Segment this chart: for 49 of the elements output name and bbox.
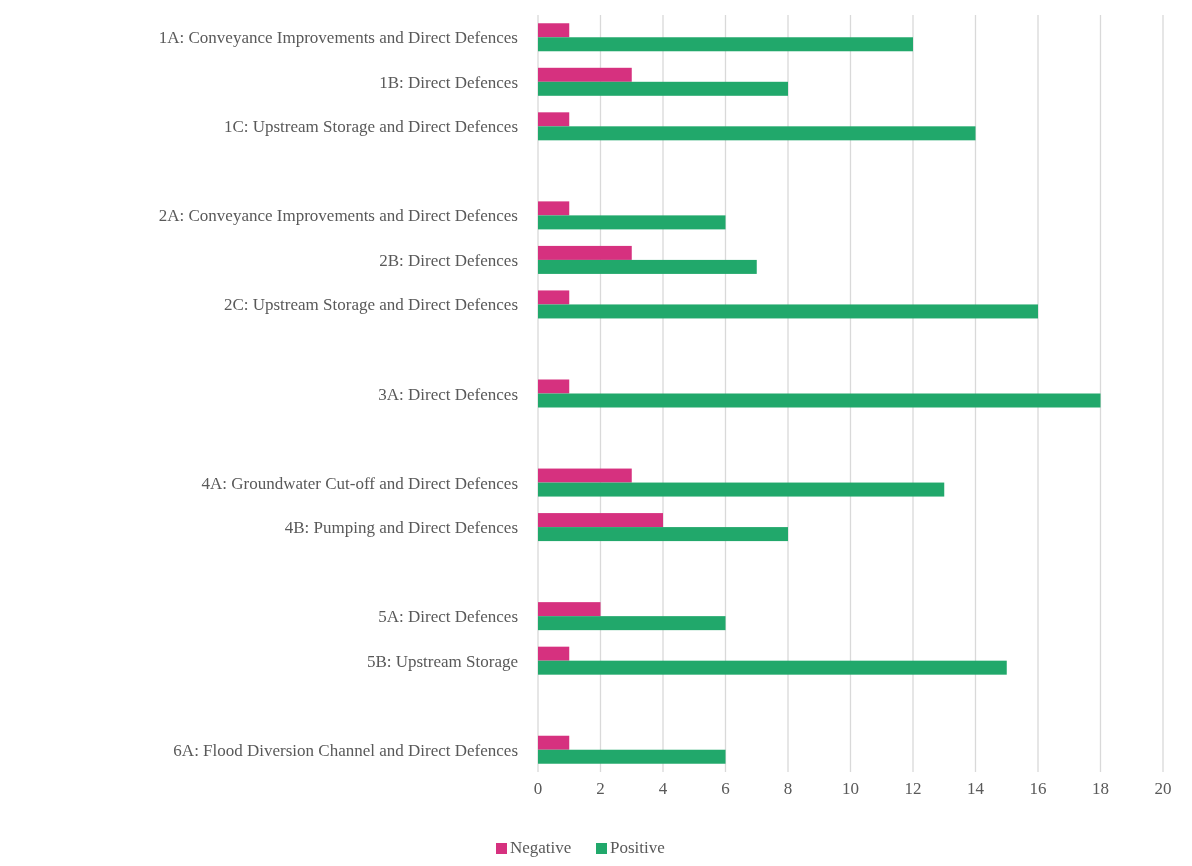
bar: [538, 749, 726, 764]
bar: [538, 735, 570, 750]
bar: [538, 81, 788, 96]
legend-label: Negative: [510, 838, 572, 857]
x-tick-label: 4: [658, 779, 668, 798]
x-tick-label: 6: [721, 779, 730, 798]
y-tick-label: 1C: Upstream Storage and Direct Defences: [223, 117, 518, 137]
bar: [538, 468, 632, 483]
x-tick-label: 12: [904, 779, 922, 798]
bar: [538, 379, 570, 394]
x-tick-label: 16: [1029, 779, 1047, 798]
bar: [538, 201, 570, 216]
bar: [538, 616, 726, 631]
bar: [538, 602, 601, 617]
bar: [538, 215, 726, 230]
bar: [538, 646, 570, 661]
bar: [538, 290, 570, 305]
y-tick-label: 5B: Upstream Storage: [366, 651, 518, 671]
bar: [538, 304, 1038, 319]
x-tick-label: 0: [533, 779, 543, 798]
y-tick-label: 3A: Direct Defences: [378, 384, 518, 404]
legend-label: Positive: [610, 838, 665, 857]
y-tick-label: 1A: Conveyance Improvements and Direct Defences: [158, 28, 518, 48]
y-tick-label: 6A: Flood Diversion Channel and Direct Defences: [173, 740, 518, 760]
bar: [538, 37, 913, 52]
y-tick-label: 5A: Direct Defences: [378, 607, 518, 627]
x-tick-label: 8: [783, 779, 793, 798]
bar: [538, 23, 570, 38]
bar: [538, 660, 1007, 675]
y-tick-label: 2A: Conveyance Improvements and Direct Defences: [158, 206, 518, 226]
y-tick-label: 4B: Pumping and Direct Defences: [284, 518, 518, 538]
y-tick-label: 4A: Groundwater Cut-off and Direct Defences: [201, 473, 518, 493]
bar: [538, 527, 788, 542]
bar: [538, 126, 976, 141]
bar: [538, 259, 757, 274]
y-tick-label: 1B: Direct Defences: [379, 72, 518, 92]
bar: [538, 67, 632, 82]
bar: [538, 393, 1101, 408]
y-tick-label: 2C: Upstream Storage and Direct Defences: [223, 295, 518, 315]
bar: [538, 112, 570, 127]
bar: [538, 482, 945, 497]
x-tick-label: 14: [967, 779, 985, 798]
x-tick-label: 2: [596, 779, 605, 798]
bar: [538, 513, 663, 528]
bar: [538, 245, 632, 260]
x-tick-label: 20: [1154, 779, 1172, 798]
x-tick-label: 18: [1092, 779, 1109, 798]
x-tick-label: 10: [842, 779, 859, 798]
y-tick-label: 2B: Direct Defences: [379, 250, 518, 270]
